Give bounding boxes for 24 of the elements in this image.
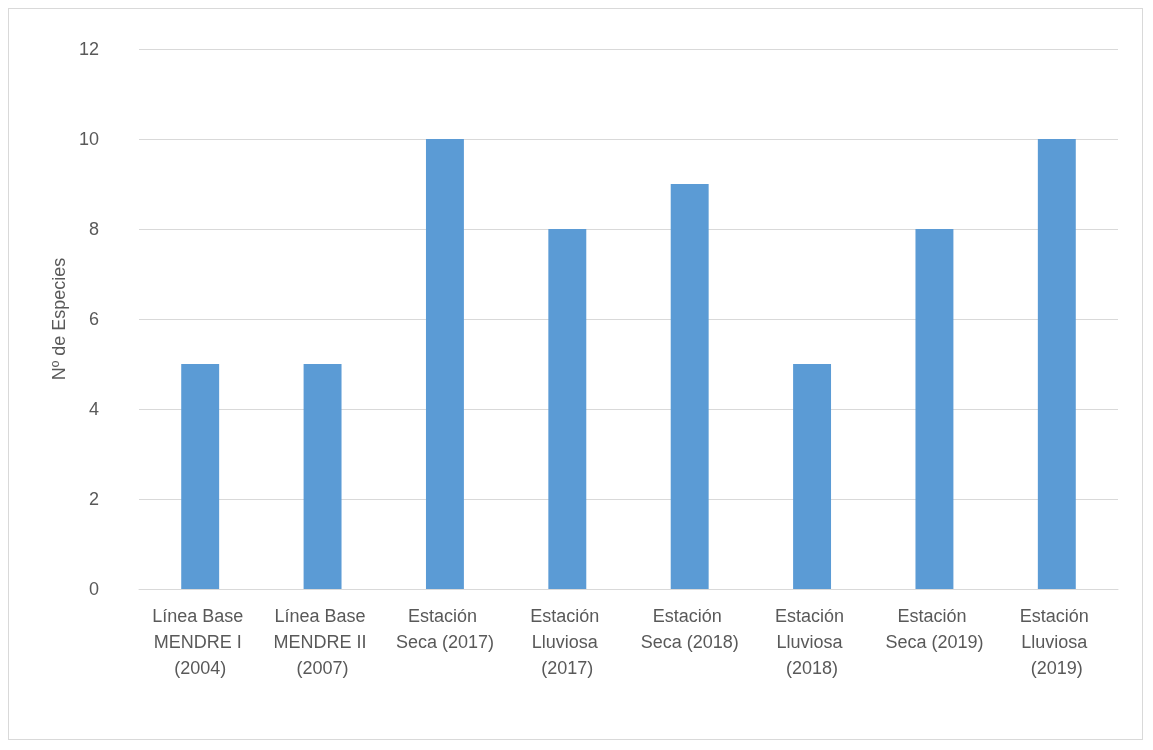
y-tick-label: 8 [88,219,99,239]
x-tick-label: Estación Lluviosa (2019) [1019,606,1094,678]
x-tick-label: Estación Lluviosa (2018) [775,606,850,678]
y-tick-label: 4 [88,399,99,419]
bar [548,229,587,589]
y-tick-label: 10 [78,129,99,149]
bar [793,364,832,589]
x-tick-label: Estación Seca (2017) [395,606,494,652]
bar [303,364,342,589]
y-tick-label: 2 [88,489,99,509]
x-tick-label: Estación Lluviosa (2017) [530,606,605,678]
bar [181,364,220,589]
bar [670,184,709,589]
x-tick-label: Estación Seca (2019) [885,606,984,652]
x-tick-label: Línea Base MENDRE I (2004) [152,606,249,678]
x-tick-label: Línea Base MENDRE II (2007) [273,606,372,678]
y-tick-label: 12 [78,39,99,59]
bar [915,229,954,589]
y-tick-label: 6 [88,309,99,329]
y-tick-label: 0 [88,579,99,599]
bar [425,139,464,589]
y-axis-title: Nº de Especies [49,257,70,381]
bar [1037,139,1076,589]
x-tick-label: Estación Seca (2018) [640,606,739,652]
